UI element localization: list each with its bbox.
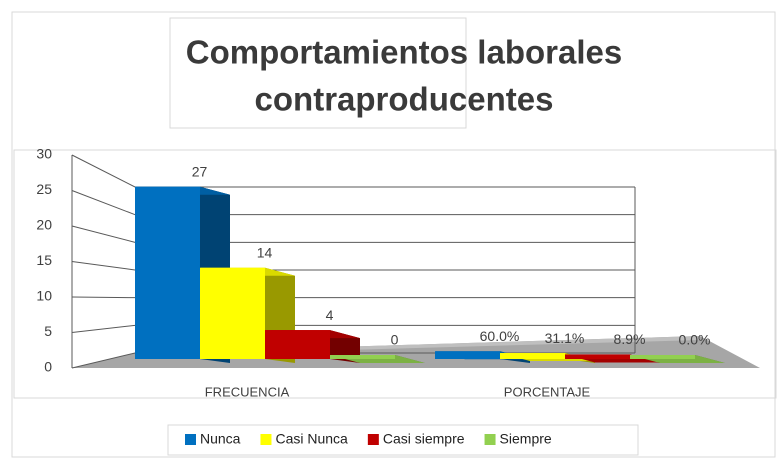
y-tick-label: 30 — [36, 146, 52, 162]
title-box — [169, 17, 467, 129]
chart-title: contraproducentes — [255, 81, 554, 118]
bar-face — [500, 353, 565, 359]
bar-face — [565, 354, 630, 359]
y-tick-label: 20 — [36, 217, 52, 233]
bar-face — [630, 355, 695, 359]
legend-swatch — [484, 434, 496, 445]
x-tick-label: FRECUENCIA — [205, 384, 290, 399]
y-tick-label: 5 — [44, 323, 52, 339]
legend-swatch — [367, 434, 379, 445]
data-label: 0 — [391, 332, 399, 348]
x-tick-label: PORCENTAJE — [504, 384, 591, 399]
bar — [630, 355, 725, 363]
legend-label: Nunca — [200, 431, 241, 447]
data-label: 14 — [257, 244, 273, 260]
y-tick-label: 10 — [36, 288, 52, 304]
plot-border — [13, 149, 777, 399]
y-tick-label: 0 — [44, 359, 52, 375]
data-label: 27 — [192, 163, 208, 179]
bar — [265, 330, 360, 363]
legend-swatch — [260, 434, 272, 445]
data-label: 0.0% — [679, 332, 711, 348]
data-label: 4 — [326, 307, 334, 323]
data-label: 31.1% — [545, 330, 585, 346]
legend-label: Casi siempre — [383, 431, 465, 447]
legend-label: Siempre — [500, 431, 552, 447]
bar-face — [435, 351, 500, 359]
chart-title: Comportamientos laborales — [186, 34, 622, 71]
bar-face — [330, 330, 360, 363]
bar-face — [200, 267, 265, 359]
y-tick-label: 25 — [36, 181, 52, 197]
bar-face — [265, 330, 330, 359]
data-label: 60.0% — [480, 328, 520, 344]
legend-box — [167, 424, 639, 456]
bar-face — [330, 355, 395, 359]
bar-face — [135, 186, 200, 359]
legend-label: Casi Nunca — [275, 431, 348, 447]
legend-swatch — [185, 434, 196, 445]
bar — [330, 355, 425, 363]
data-label: 8.9% — [614, 331, 646, 347]
y-tick-label: 15 — [36, 252, 52, 268]
